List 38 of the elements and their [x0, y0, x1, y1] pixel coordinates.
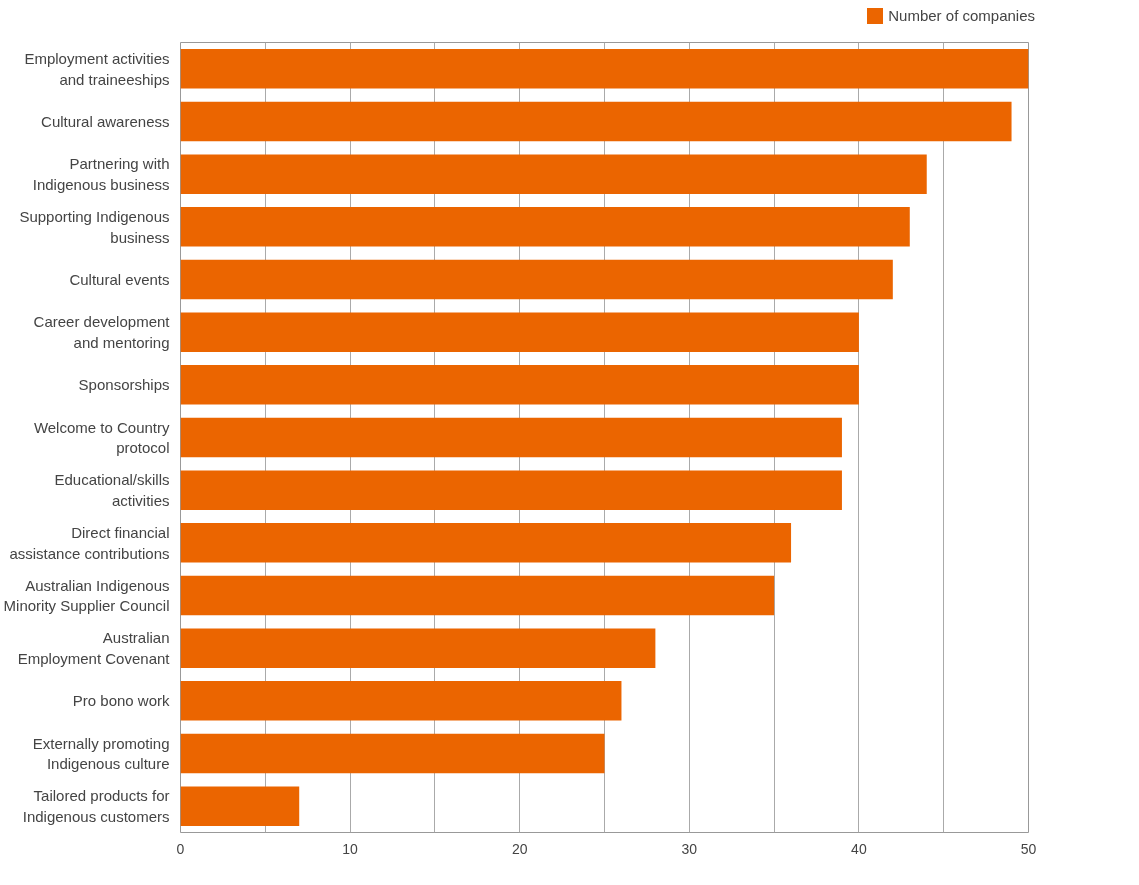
- bar: [180, 101, 1012, 142]
- x-tick-label: 50: [1020, 840, 1037, 857]
- bar: [180, 786, 300, 826]
- legend-item: Number of companies: [867, 5, 1035, 27]
- y-tick-label: Tailored products for Indigenous customers: [22, 787, 170, 825]
- bar: [180, 470, 842, 510]
- x-tick-label: 20: [511, 840, 528, 857]
- y-tick-label: Employment activities and traineeships: [24, 50, 170, 88]
- x-tick-label: 40: [851, 840, 867, 857]
- x-tick-label: 0: [176, 840, 185, 857]
- y-tick-label: Cultural events: [69, 271, 170, 288]
- y-tick-label: Externally promoting Indigenous culture: [32, 734, 170, 773]
- y-tick-label: Direct financial assistance contributions: [9, 524, 170, 562]
- y-tick-label: Partnering with Indigenous business: [32, 155, 170, 193]
- y-tick-label: Welcome to Country protocol: [33, 418, 170, 457]
- y-tick-label: Sponsorships: [78, 376, 170, 394]
- y-tick-label: Career development and mentoring: [33, 313, 171, 351]
- bar: [180, 154, 927, 194]
- x-tick-label: 10: [342, 840, 359, 857]
- y-tick-label: Cultural awareness: [41, 113, 170, 130]
- y-tick-label: Supporting Indigenous business: [19, 208, 170, 246]
- x-tick-label: 30: [681, 840, 698, 857]
- y-tick-label: Educational/skills activities: [54, 471, 170, 509]
- bar: [180, 259, 893, 300]
- bar: [180, 681, 622, 721]
- bar: [180, 312, 859, 352]
- bar: [180, 628, 656, 668]
- bar: [180, 365, 859, 405]
- bar: [180, 417, 842, 458]
- y-tick-label: Australian Employment Covenant: [17, 629, 171, 667]
- bar: [180, 49, 1029, 89]
- legend-label: Number of companies: [888, 6, 1035, 26]
- bar: [180, 575, 775, 616]
- bar: [180, 207, 910, 247]
- y-tick-label: Pro bono work: [72, 692, 170, 710]
- y-tick-label: Australian Indigenous Minority Supplier Council: [3, 576, 170, 615]
- bar: [180, 733, 605, 774]
- bar: [180, 523, 792, 563]
